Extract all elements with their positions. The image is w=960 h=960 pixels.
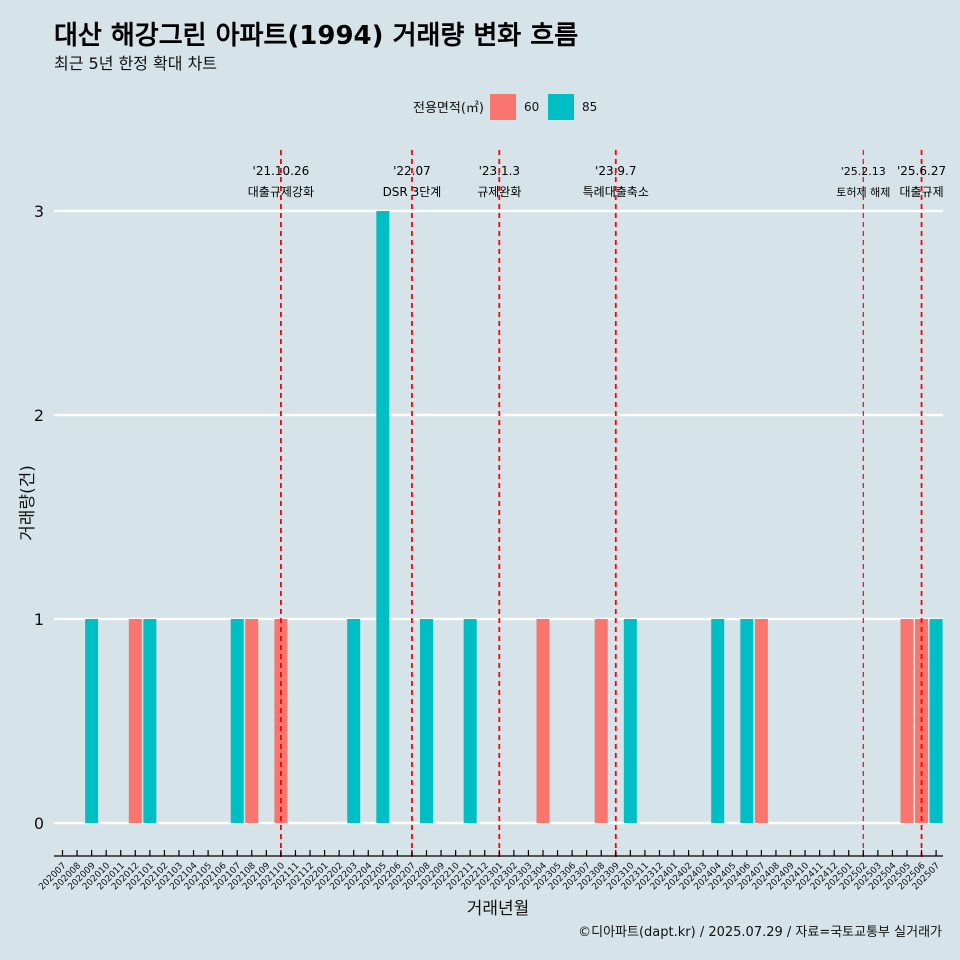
bars xyxy=(85,211,943,823)
x-axis-label: 거래년월 xyxy=(467,899,530,919)
bar-60-202505 xyxy=(900,619,914,823)
bar-60-202407 xyxy=(754,619,768,823)
y-tick-label: 3 xyxy=(34,202,44,221)
y-tick-label: 0 xyxy=(34,814,44,833)
annotation-date: '22.07 xyxy=(393,164,431,178)
legend-title: 전용면적(㎡) xyxy=(413,101,484,116)
annotation-label: DSR 3단계 xyxy=(383,185,442,199)
annotation-label: 규제완화 xyxy=(477,185,521,199)
chart-subtitle: 최근 5년 한정 확대 차트 xyxy=(54,54,217,73)
chart-title: 대산 해강그린 아파트(1994) 거래량 변화 흐름 xyxy=(54,21,578,51)
bar-85-202211 xyxy=(463,619,477,823)
bar-85-202205 xyxy=(376,211,390,823)
legend-label-85: 85 xyxy=(582,100,597,114)
policy-annotations: '21.10.26 대출규제강화 '22.07 DSR 3단계 '23.1.3 규제완화 '… xyxy=(248,164,946,199)
bar-85-202507 xyxy=(929,619,943,823)
legend-label-60: 60 xyxy=(524,100,539,114)
annotation-date: '21.10.26 xyxy=(253,164,310,178)
bar-60-202304 xyxy=(536,619,550,823)
y-tick-label: 1 xyxy=(34,610,44,629)
bar-85-202310 xyxy=(623,619,637,823)
y-axis: 0 1 2 3 xyxy=(34,202,44,833)
annotation-label: 토허제 해제 xyxy=(836,185,890,199)
caption: ©디아파트(dapt.kr) / 2025.07.29 / 자료=국토교통부 실… xyxy=(578,925,942,940)
annotation-label: 대출규제 xyxy=(899,185,943,199)
bar-60-202308 xyxy=(594,619,608,823)
annotation-date: '23.9.7 xyxy=(595,164,636,178)
annotation-label: 대출규제강화 xyxy=(248,185,314,199)
annotation-date: '25.2.13 xyxy=(841,165,886,178)
legend-swatch-85 xyxy=(548,94,574,120)
bar-85-202101 xyxy=(143,619,157,823)
y-axis-label: 거래량(건) xyxy=(18,465,38,541)
legend: 전용면적(㎡) 60 85 xyxy=(413,94,597,120)
policy-lines xyxy=(279,150,923,857)
annotation-date: '23.1.3 xyxy=(479,164,520,178)
y-tick-label: 2 xyxy=(34,406,44,425)
bar-85-202404 xyxy=(711,619,725,823)
bar-60-202012 xyxy=(128,619,142,823)
annotation-label: 특례대출축소 xyxy=(583,185,649,199)
annotation-date: '25.6.27 xyxy=(897,164,946,178)
bar-60-202108 xyxy=(245,619,259,823)
bar-85-202203 xyxy=(347,619,361,823)
bar-85-202009 xyxy=(85,619,99,823)
legend-swatch-60 xyxy=(490,94,516,120)
x-axis: 2020072020082020092020102020112020122021… xyxy=(37,850,943,892)
bar-85-202406 xyxy=(740,619,754,823)
bar-85-202208 xyxy=(420,619,433,823)
bar-85-202107 xyxy=(230,619,244,823)
